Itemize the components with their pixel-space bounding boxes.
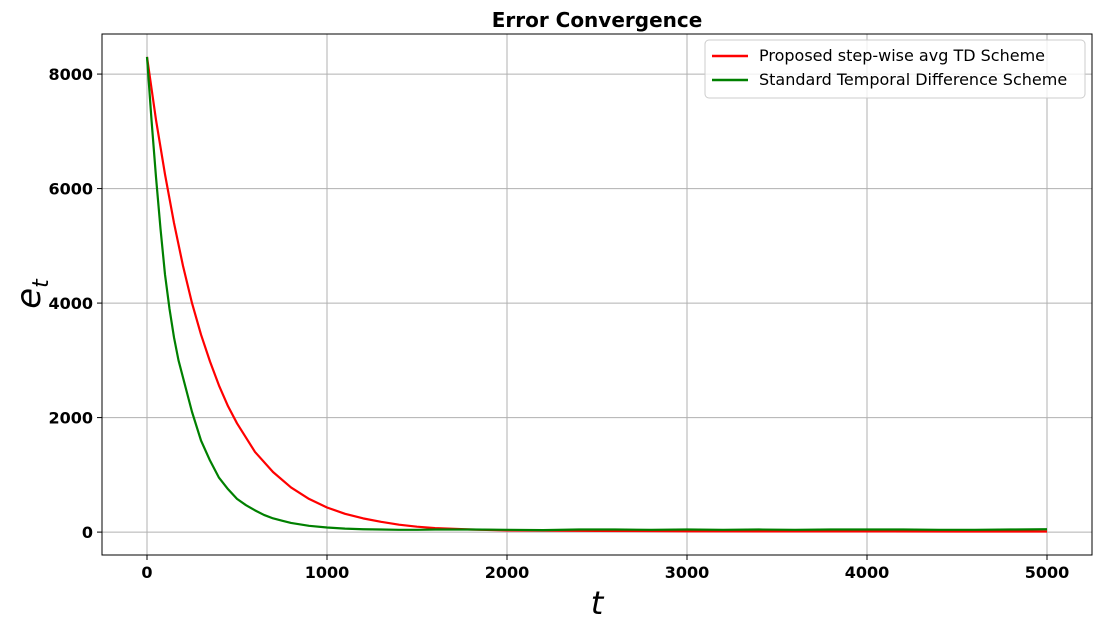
x-tick-label: 2000 [485, 563, 530, 582]
grid [102, 34, 1092, 555]
legend-label-standard: Standard Temporal Difference Scheme [759, 70, 1067, 89]
x-axis-label: t [591, 584, 605, 622]
x-tick-label: 0 [141, 563, 152, 582]
y-tick-label: 2000 [48, 409, 93, 428]
x-tick-label: 4000 [845, 563, 890, 582]
y-tick-label: 0 [82, 523, 93, 542]
y-axis: 0 2000 4000 6000 8000 [48, 65, 102, 542]
y-tick-label: 8000 [48, 65, 93, 84]
y-axis-label-base: e [9, 288, 49, 309]
x-tick-label: 3000 [665, 563, 710, 582]
chart-title: Error Convergence [492, 8, 703, 32]
x-tick-label: 1000 [305, 563, 350, 582]
y-tick-label: 4000 [48, 294, 93, 313]
y-axis-label: et [9, 278, 54, 309]
plot-area-frame [101, 33, 1093, 556]
y-tick-label: 6000 [48, 180, 93, 199]
legend-label-proposed: Proposed step-wise avg TD Scheme [759, 46, 1045, 65]
x-tick-label: 5000 [1025, 563, 1070, 582]
series-line-standard [145, 56, 1048, 532]
legend-box [704, 39, 1086, 99]
y-axis-label-subscript: t [29, 278, 54, 288]
x-axis: 0 1000 2000 3000 4000 5000 [141, 555, 1069, 582]
series-lines [145, 56, 1048, 533]
legend: Proposed step-wise avg TD Scheme Standar… [704, 39, 1086, 99]
series-line-proposed [145, 56, 1047, 533]
